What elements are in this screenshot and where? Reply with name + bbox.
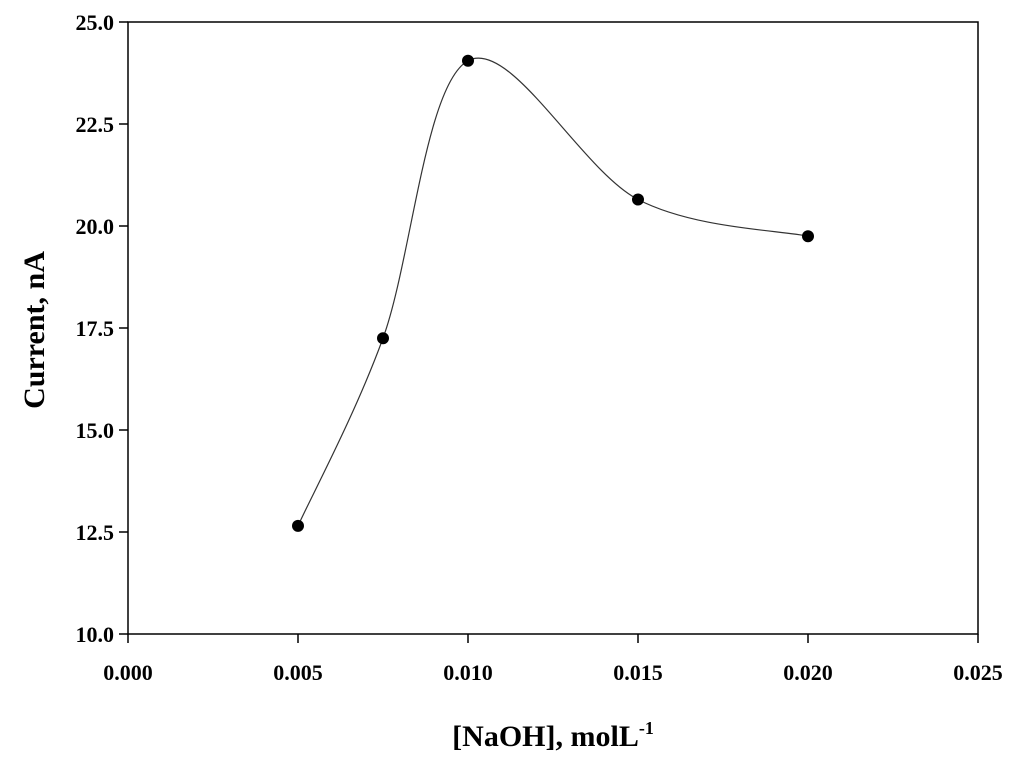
plot-frame <box>127 21 979 635</box>
data-point <box>377 332 389 345</box>
data-point <box>802 230 814 243</box>
y-tick-label: 22.5 <box>76 112 115 137</box>
y-axis-title: Current, nA <box>18 251 51 409</box>
x-tick-label: 0.000 <box>103 660 153 685</box>
curve-group <box>297 57 809 527</box>
axes-group <box>119 21 979 643</box>
series-line <box>297 57 809 527</box>
y-tick-label: 10.0 <box>76 622 115 647</box>
data-point <box>292 519 304 532</box>
data-point <box>632 193 644 206</box>
y-tick-label: 20.0 <box>76 214 115 239</box>
x-tick-label: 0.015 <box>613 660 663 685</box>
y-tick-label: 17.5 <box>76 316 115 341</box>
data-point <box>462 54 474 67</box>
tick-labels-group: 0.000 0.005 0.010 0.015 0.020 0.025 10.0 12.5 15… <box>76 10 1003 685</box>
x-axis-title-main: [NaOH], molL <box>452 720 639 753</box>
x-axis-title-superscript: -1 <box>639 718 654 738</box>
x-axis-title: [NaOH], molL-1 <box>452 718 654 753</box>
points-group <box>292 54 814 532</box>
y-tick-label: 15.0 <box>76 418 115 443</box>
x-tick-label: 0.010 <box>443 660 493 685</box>
y-tick-label: 25.0 <box>76 10 115 35</box>
x-tick-label: 0.020 <box>783 660 833 685</box>
x-tick-label: 0.005 <box>273 660 323 685</box>
y-tick-label: 12.5 <box>76 520 115 545</box>
x-tick-label: 0.025 <box>953 660 1003 685</box>
